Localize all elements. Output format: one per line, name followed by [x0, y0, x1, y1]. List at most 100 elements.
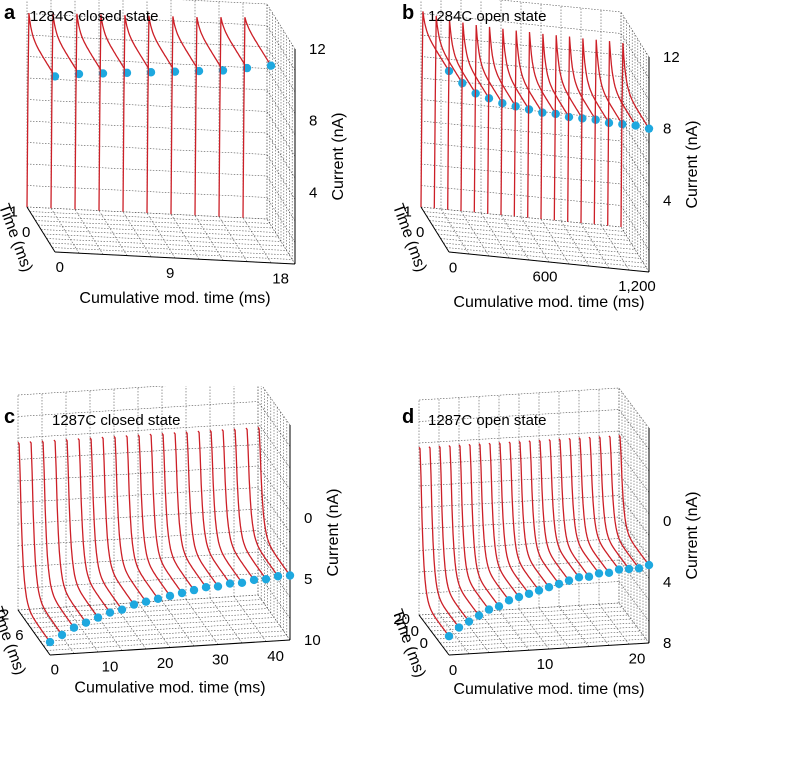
- data-point: [474, 611, 484, 620]
- trace-line: [170, 16, 200, 215]
- data-point: [141, 597, 151, 606]
- grid-line: [440, 208, 470, 255]
- trace-line: [197, 430, 231, 584]
- grid-line: [17, 422, 259, 439]
- data-point: [273, 572, 283, 581]
- x-tick-label: 600: [532, 269, 557, 286]
- trace-line: [113, 435, 147, 603]
- grid-line: [26, 120, 268, 134]
- grid-line: [421, 606, 623, 620]
- z-axis-label: Current (nA): [325, 488, 342, 576]
- trace-line: [433, 15, 463, 209]
- trace-line: [122, 15, 152, 212]
- data-point: [644, 560, 654, 570]
- panel-letter: b: [402, 2, 415, 24]
- grid-line: [445, 638, 647, 652]
- grid-line: [161, 600, 195, 647]
- grid-line: [46, 635, 287, 651]
- grid-line: [578, 605, 610, 646]
- grid-line: [24, 603, 265, 620]
- data-point: [74, 69, 84, 79]
- z-tick-label: 8: [663, 635, 671, 652]
- grid-line: [420, 13, 622, 34]
- z-tick-label: 8: [309, 113, 317, 130]
- trace-line: [488, 442, 520, 598]
- grid-line: [261, 386, 291, 426]
- trace-line: [588, 436, 620, 570]
- y-tick-label: 0: [416, 224, 424, 241]
- x-tick-label: 9: [166, 265, 174, 282]
- grid-line: [35, 220, 276, 233]
- data-point: [524, 589, 534, 598]
- x-axis-label: Cumulative mod. time (ms): [453, 681, 644, 698]
- grid-line: [420, 206, 622, 228]
- x-axis-label: Cumulative mod. time (ms): [74, 680, 265, 697]
- x-tick-label: 0: [56, 259, 64, 276]
- trace-line: [41, 440, 75, 629]
- trace-line: [146, 15, 176, 214]
- grid-line: [17, 401, 259, 417]
- trace-line: [218, 17, 248, 217]
- grid-line: [420, 34, 622, 56]
- chart-c: 0 10 20 30 40 6 12 0 5 10 Cumulative mod. time (ms…: [0, 386, 342, 697]
- z-tick-label: 12: [663, 49, 680, 66]
- grid-line: [438, 613, 470, 654]
- grid-line: [618, 473, 650, 515]
- grid-line: [618, 452, 650, 493]
- z-tick-label: 4: [663, 574, 671, 591]
- panel-letter: a: [4, 2, 16, 24]
- grid-line: [618, 387, 650, 429]
- z-tick-label: 4: [663, 192, 671, 209]
- grid-line: [418, 602, 620, 616]
- grid-line: [418, 409, 620, 422]
- grid-line: [257, 444, 291, 490]
- data-point: [504, 596, 514, 605]
- trace-line: [17, 441, 51, 643]
- grid-line: [26, 56, 268, 69]
- data-point: [213, 582, 223, 591]
- trace-line: [29, 441, 63, 636]
- z-tick-label: 10: [304, 632, 321, 649]
- data-point: [237, 578, 247, 587]
- x-tick-label: 20: [157, 655, 174, 672]
- grid-line: [618, 430, 650, 472]
- trace-line: [194, 16, 224, 216]
- trace-line: [257, 426, 291, 576]
- grid-line: [420, 99, 622, 120]
- z-tick-label: 12: [309, 41, 326, 58]
- trace-line: [173, 432, 207, 588]
- trace-line: [618, 434, 650, 566]
- grid-line: [497, 0, 622, 13]
- z-axis-label: Current (nA): [684, 491, 701, 579]
- data-point: [261, 574, 271, 584]
- trace-line: [26, 13, 56, 208]
- y-tick-label: 12: [0, 607, 9, 624]
- x-tick-label: 30: [212, 651, 229, 668]
- grid-line: [257, 465, 291, 512]
- grid-line: [257, 487, 291, 533]
- trace-line: [65, 438, 99, 618]
- data-point: [45, 637, 55, 647]
- grid-line: [27, 608, 268, 624]
- y-axis-line: [26, 206, 56, 253]
- grid-line: [26, 99, 268, 112]
- grid-line: [40, 229, 282, 242]
- grid-line: [17, 594, 259, 611]
- grid-line: [38, 224, 279, 238]
- panel-title: 1287C closed state: [52, 412, 181, 429]
- data-point: [153, 594, 163, 603]
- grid-line: [432, 224, 633, 246]
- trace-line: [149, 433, 183, 594]
- data-point: [285, 571, 295, 580]
- grid-line: [420, 77, 622, 99]
- trace-line: [558, 438, 590, 578]
- data-point: [631, 121, 640, 130]
- data-point: [594, 569, 604, 578]
- trace-line: [245, 427, 279, 577]
- trace-line: [428, 446, 460, 628]
- grid-line: [420, 120, 622, 142]
- data-point: [614, 565, 624, 574]
- grid-line: [233, 596, 267, 642]
- x-axis-line: [448, 642, 650, 656]
